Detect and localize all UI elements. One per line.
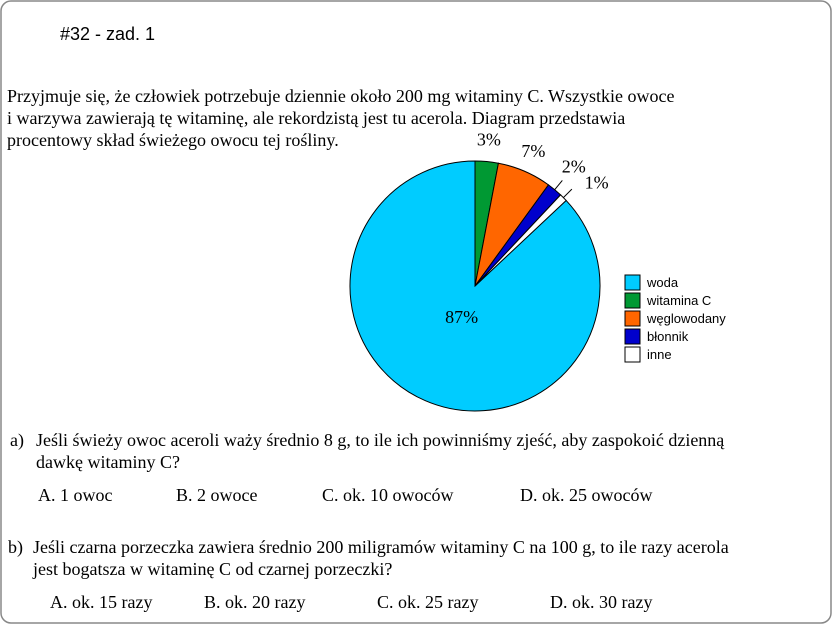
intro-line: Przyjmuje się, że człowiek potrzebuje dz… xyxy=(7,86,675,106)
option: D. ok. 30 razy xyxy=(550,592,652,612)
pie-slice xyxy=(474,194,567,287)
option: D. ok. 25 owoców xyxy=(520,485,653,505)
question-text: Jeśli świeży owoc aceroli waży średnio 8… xyxy=(36,430,725,450)
pie-slice xyxy=(349,160,601,412)
legend-swatch xyxy=(624,328,641,345)
question-label: a) xyxy=(10,430,24,451)
option: C. ok. 25 razy xyxy=(377,592,478,612)
legend-label: witamina C xyxy=(646,293,711,308)
question-text: dawkę witaminy C? xyxy=(36,452,180,472)
option: A. 1 owoc xyxy=(38,485,113,505)
leader-line xyxy=(563,188,573,198)
legend-swatch xyxy=(624,292,641,309)
legend-label: węglowodany xyxy=(646,311,726,326)
question-text: jest bogatsza w witaminę C od czarnej po… xyxy=(32,559,392,579)
title: #32 - zad. 1 xyxy=(60,24,155,44)
question-label: b) xyxy=(8,537,23,558)
pie-label: 3% xyxy=(477,130,501,150)
option: B. 2 owoce xyxy=(176,485,257,505)
option: A. ok. 15 razy xyxy=(50,592,152,612)
pie-label: 2% xyxy=(562,157,586,177)
leader-line xyxy=(554,180,563,191)
intro-line: procentowy skład świeżego owocu tej rośl… xyxy=(7,130,339,150)
pie-label: 87% xyxy=(445,307,478,327)
option: B. ok. 20 razy xyxy=(204,592,305,612)
legend-swatch xyxy=(624,310,641,327)
question-text: Jeśli czarna porzeczka zawiera średnio 2… xyxy=(33,537,729,557)
option: C. ok. 10 owoców xyxy=(322,485,454,505)
legend-swatch xyxy=(624,274,641,291)
intro-line: i warzywa zawierają tę witaminę, ale rek… xyxy=(7,108,625,128)
legend-label: inne xyxy=(647,347,672,362)
legend-label: woda xyxy=(646,275,679,290)
pie-label: 7% xyxy=(521,141,545,161)
pie-label: 1% xyxy=(585,172,609,192)
legend-swatch xyxy=(624,346,641,363)
legend-label: błonnik xyxy=(647,329,689,344)
